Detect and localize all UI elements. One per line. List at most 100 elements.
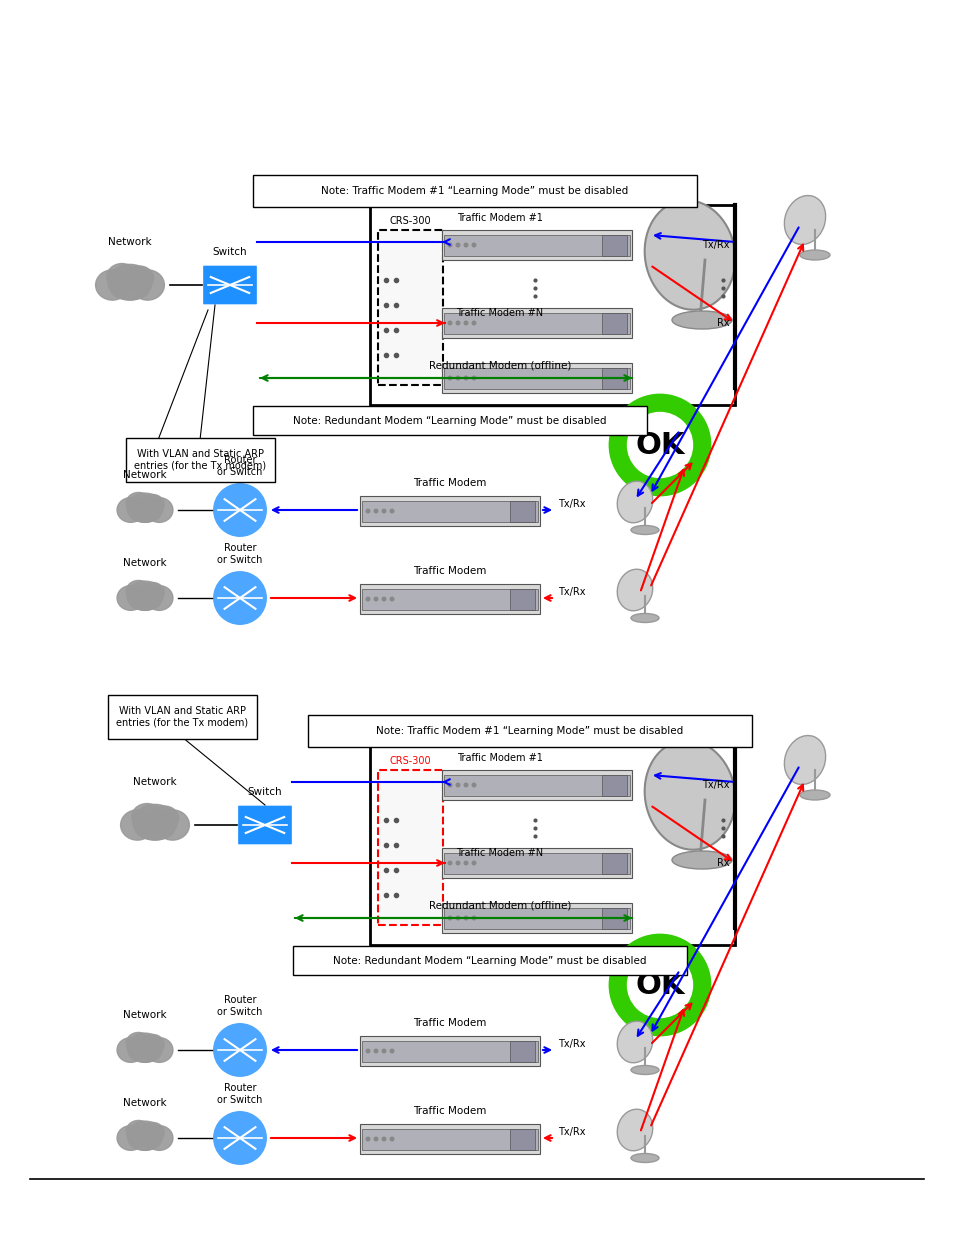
Bar xyxy=(361,1041,537,1062)
Text: Traffic Modem #N: Traffic Modem #N xyxy=(456,308,543,317)
Bar xyxy=(601,235,626,256)
FancyBboxPatch shape xyxy=(126,438,274,482)
Bar xyxy=(443,235,629,256)
Ellipse shape xyxy=(120,810,154,840)
Circle shape xyxy=(447,783,452,788)
Bar xyxy=(361,1129,537,1150)
Ellipse shape xyxy=(130,1132,160,1150)
Text: Network: Network xyxy=(108,237,152,247)
Circle shape xyxy=(627,412,692,478)
Circle shape xyxy=(212,571,268,626)
Text: Note: Redundant Modem “Learning Mode” must be disabled: Note: Redundant Modem “Learning Mode” mu… xyxy=(293,415,606,426)
Bar xyxy=(601,774,626,795)
Circle shape xyxy=(381,597,386,601)
Ellipse shape xyxy=(617,482,652,522)
Circle shape xyxy=(381,509,386,514)
Bar xyxy=(601,852,626,873)
Ellipse shape xyxy=(617,1021,652,1063)
Circle shape xyxy=(381,1049,386,1053)
Circle shape xyxy=(455,915,460,920)
Ellipse shape xyxy=(644,740,735,850)
Bar xyxy=(361,500,537,521)
Ellipse shape xyxy=(127,1121,163,1150)
Ellipse shape xyxy=(127,582,163,610)
Circle shape xyxy=(455,321,460,326)
Bar xyxy=(443,312,629,333)
Circle shape xyxy=(374,1049,378,1053)
Bar xyxy=(601,368,626,389)
Text: Traffic Modem: Traffic Modem xyxy=(413,478,486,488)
Text: Network: Network xyxy=(123,1098,167,1108)
Ellipse shape xyxy=(126,1032,151,1053)
Text: With VLAN and Static ARP
entries (for the Tx modem): With VLAN and Static ARP entries (for th… xyxy=(116,706,249,727)
Circle shape xyxy=(471,375,476,380)
Ellipse shape xyxy=(146,498,172,522)
FancyBboxPatch shape xyxy=(441,903,631,932)
Circle shape xyxy=(463,321,468,326)
Ellipse shape xyxy=(800,249,829,261)
Text: Traffic Modem #N: Traffic Modem #N xyxy=(456,848,543,858)
Bar xyxy=(443,852,629,873)
Ellipse shape xyxy=(630,526,659,535)
Text: Rx: Rx xyxy=(717,317,729,329)
Circle shape xyxy=(389,1136,395,1141)
Ellipse shape xyxy=(146,1037,172,1062)
Ellipse shape xyxy=(630,1066,659,1074)
Text: OK: OK xyxy=(635,431,684,459)
Circle shape xyxy=(365,509,370,514)
Ellipse shape xyxy=(126,493,151,514)
FancyBboxPatch shape xyxy=(359,1124,539,1153)
Text: Network: Network xyxy=(123,471,167,480)
Ellipse shape xyxy=(617,1109,652,1151)
Text: Tx/Rx: Tx/Rx xyxy=(558,1128,585,1137)
Circle shape xyxy=(455,783,460,788)
Text: Traffic Modem: Traffic Modem xyxy=(413,1107,486,1116)
Text: Tx/Rx: Tx/Rx xyxy=(558,1039,585,1049)
FancyBboxPatch shape xyxy=(359,584,539,614)
FancyBboxPatch shape xyxy=(108,695,256,739)
FancyBboxPatch shape xyxy=(253,406,646,435)
Ellipse shape xyxy=(671,851,731,869)
Text: Router
or Switch: Router or Switch xyxy=(217,1083,262,1105)
Ellipse shape xyxy=(130,1045,160,1062)
Circle shape xyxy=(471,242,476,247)
Circle shape xyxy=(212,1110,268,1166)
Circle shape xyxy=(471,321,476,326)
Bar xyxy=(601,312,626,333)
Circle shape xyxy=(471,915,476,920)
Circle shape xyxy=(463,861,468,866)
Circle shape xyxy=(455,861,460,866)
Bar xyxy=(601,908,626,929)
Circle shape xyxy=(447,861,452,866)
Ellipse shape xyxy=(117,1125,144,1150)
Circle shape xyxy=(609,935,709,1035)
Circle shape xyxy=(463,915,468,920)
Circle shape xyxy=(365,597,370,601)
Circle shape xyxy=(447,321,452,326)
Text: Traffic Modem: Traffic Modem xyxy=(413,1018,486,1028)
Text: Tx/Rx: Tx/Rx xyxy=(558,499,585,509)
Bar xyxy=(361,589,537,610)
Text: With VLAN and Static ARP
entries (for the Tx modem): With VLAN and Static ARP entries (for th… xyxy=(134,450,266,471)
FancyBboxPatch shape xyxy=(308,715,751,747)
Circle shape xyxy=(365,1136,370,1141)
FancyBboxPatch shape xyxy=(293,946,686,974)
Text: CRS-300: CRS-300 xyxy=(389,756,431,766)
Circle shape xyxy=(212,1023,268,1078)
Text: Note: Redundant Modem “Learning Mode” must be disabled: Note: Redundant Modem “Learning Mode” mu… xyxy=(333,956,646,966)
Ellipse shape xyxy=(141,494,164,515)
Circle shape xyxy=(212,482,268,538)
Text: Network: Network xyxy=(133,777,176,787)
FancyBboxPatch shape xyxy=(202,266,257,305)
FancyBboxPatch shape xyxy=(441,769,631,800)
FancyBboxPatch shape xyxy=(441,308,631,338)
Text: CRS-300: CRS-300 xyxy=(389,216,431,226)
Ellipse shape xyxy=(783,736,824,784)
Ellipse shape xyxy=(617,569,652,611)
Circle shape xyxy=(609,395,709,495)
Ellipse shape xyxy=(151,806,178,831)
Bar xyxy=(510,1129,535,1150)
Bar xyxy=(510,589,535,610)
Text: Traffic Modem #1: Traffic Modem #1 xyxy=(456,753,542,763)
Ellipse shape xyxy=(126,1120,151,1142)
